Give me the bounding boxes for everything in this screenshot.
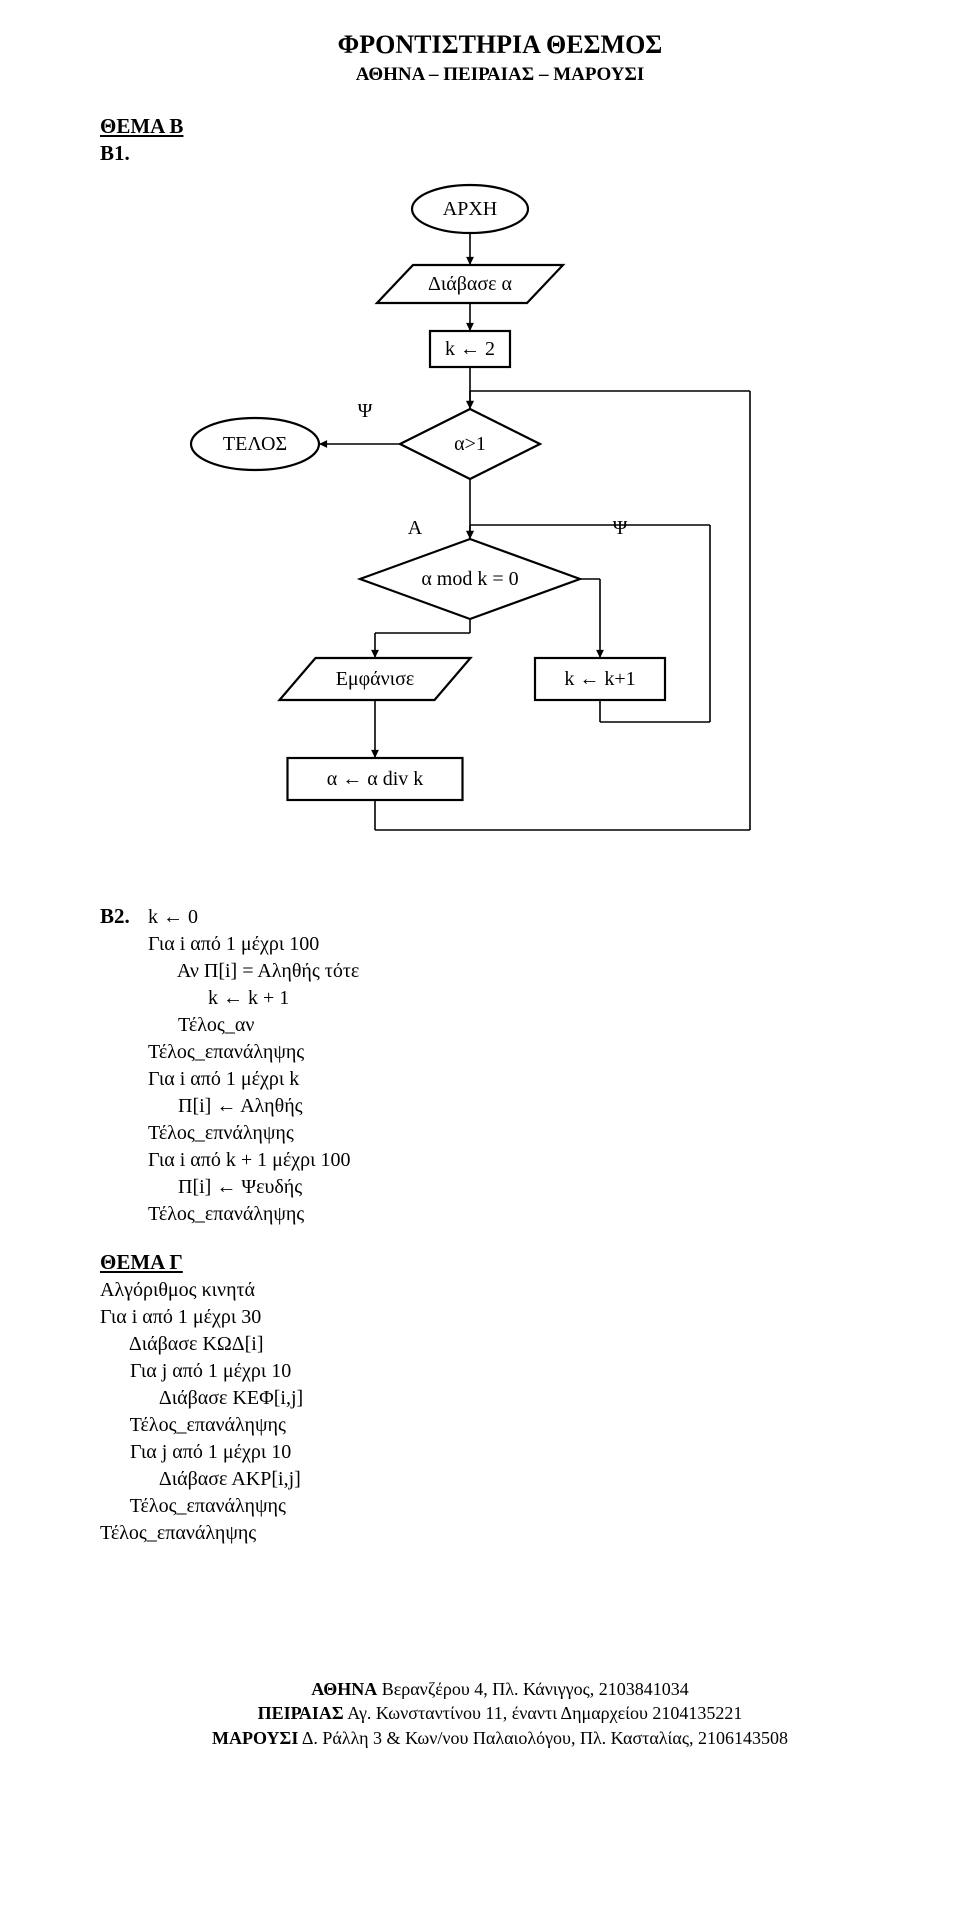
svg-text:α mod k = 0: α mod k = 0 [421,568,518,590]
svg-text:Εμφάνισε: Εμφάνισε [336,668,415,690]
footer-line-3: ΜΑΡΟΥΣΙ Δ. Ράλλη 3 & Κων/νου Παλαιολόγου… [100,1726,900,1750]
svg-text:Ψ: Ψ [358,400,373,422]
footer-line-1: ΑΘΗΝΑ Βερανζέρου 4, Πλ. Κάνιγγος, 210384… [100,1677,900,1701]
code-b2: k ← 0 Για i από 1 μέχρι 100 Αν Π[i] = Αλ… [148,904,359,1228]
svg-text:Α: Α [408,517,423,539]
flowchart-svg: ΑΡΧΗ Διάβασε α k ← 2 α>1 ΤΕΛΟΣ α mod k = 0 Εμφ… [90,174,810,864]
footer-line-2: ΠΕΙΡΑΙΑΣ Αγ. Κωνσταντίνου 11, έναντι Δημ… [100,1701,900,1725]
code-g: Αλγόριθμος κινητά Για i από 1 μέχρι 30 Δ… [100,1277,900,1547]
label-b2: Β2. [100,904,148,929]
svg-text:k ← k+1: k ← k+1 [564,668,635,690]
page-header: ΦΡΟΝΤΙΣΤΗΡΙΑ ΘΕΣΜΟΣ ΑΘΗΝΑ – ΠΕΙΡΑΙΑΣ – Μ… [100,30,900,86]
title-main: ΦΡΟΝΤΙΣΤΗΡΙΑ ΘΕΣΜΟΣ [100,30,900,60]
svg-text:ΑΡΧΗ: ΑΡΧΗ [443,198,497,220]
label-b1: Β1. [100,141,900,166]
flowchart: ΑΡΧΗ Διάβασε α k ← 2 α>1 ΤΕΛΟΣ α mod k = 0 Εμφ… [90,174,810,864]
svg-text:Διάβασε α: Διάβασε α [428,273,513,295]
section-thema-b: ΘΕΜΑ Β [100,114,900,139]
svg-text:α ← α div k: α ← α div k [327,768,424,790]
page-footer: ΑΘΗΝΑ Βερανζέρου 4, Πλ. Κάνιγγος, 210384… [100,1677,900,1750]
title-sub: ΑΘΗΝΑ – ΠΕΙΡΑΙΑΣ – ΜΑΡΟΥΣΙ [100,64,900,86]
svg-text:Ψ: Ψ [613,517,628,539]
page: ΦΡΟΝΤΙΣΤΗΡΙΑ ΘΕΣΜΟΣ ΑΘΗΝΑ – ΠΕΙΡΑΙΑΣ – Μ… [0,0,960,1790]
svg-text:ΤΕΛΟΣ: ΤΕΛΟΣ [223,433,287,455]
svg-text:k ← 2: k ← 2 [445,338,495,360]
svg-text:α>1: α>1 [454,433,486,455]
section-thema-g: ΘΕΜΑ Γ [100,1250,900,1275]
